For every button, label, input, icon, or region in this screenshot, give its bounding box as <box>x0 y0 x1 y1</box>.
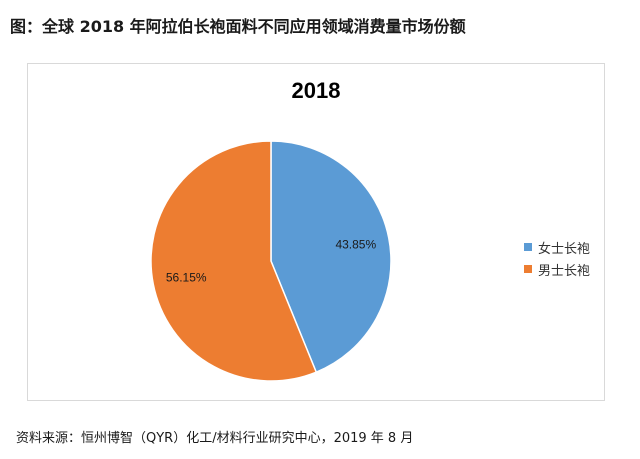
legend-swatch-male <box>524 265 532 273</box>
source-note: 资料来源：恒州博智（QYR）化工/材料行业研究中心，2019 年 8 月 <box>16 431 414 446</box>
chart-area: 2018 43.85% 56.15% 女士长袍 男士长袍 <box>27 63 605 401</box>
figure-title: 图：全球 2018 年阿拉伯长袍面料不同应用领域消费量市场份额 <box>10 17 466 36</box>
legend-label-female: 女士长袍 <box>538 241 591 257</box>
legend-label-male: 男士长袍 <box>538 263 591 279</box>
chart-title: 2018 <box>291 78 341 103</box>
legend: 女士长袍 男士长袍 <box>524 236 590 280</box>
pie-chart: 43.85% 56.15% <box>150 140 392 382</box>
pie-slice-0 <box>270 140 392 374</box>
legend-item-male: 男士长袍 <box>524 258 590 280</box>
legend-swatch-female <box>524 243 532 251</box>
data-label-0: 43.85% <box>335 237 376 251</box>
legend-item-female: 女士长袍 <box>524 236 590 258</box>
data-label-1: 56.15% <box>166 271 207 285</box>
pie-slice-1 <box>150 140 318 382</box>
